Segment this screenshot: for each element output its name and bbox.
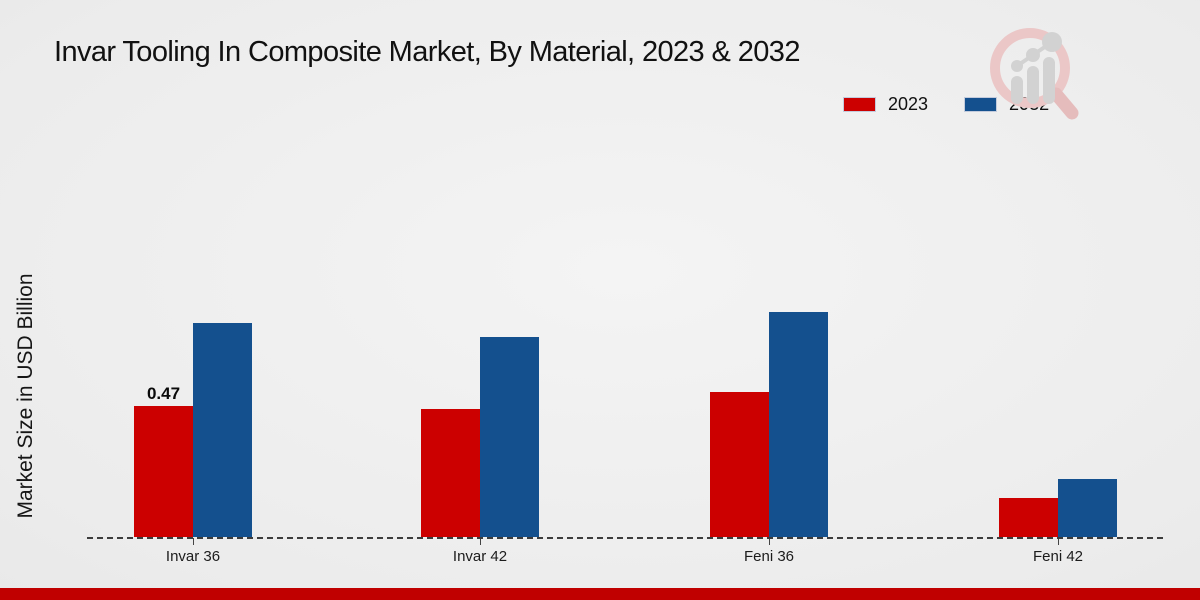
x-tick-invar-36	[193, 538, 194, 545]
x-axis-baseline	[87, 537, 1163, 539]
legend-label-2023: 2023	[888, 94, 929, 114]
bar-2032-invar-36	[193, 323, 252, 537]
legend-item-2023: 2023	[843, 94, 928, 115]
bar-2032-invar-42	[480, 337, 539, 537]
legend-swatch-2023	[843, 97, 876, 112]
bar-2023-invar-42	[421, 409, 480, 537]
footer-accent-band	[0, 588, 1200, 600]
magnifier-bar-chart-logo-icon	[990, 28, 1079, 120]
x-tick-label-invar-42: Invar 42	[452, 548, 508, 565]
bar-2032-feni-42	[1058, 479, 1117, 537]
x-tick-invar-42	[480, 538, 481, 545]
x-tick-feni-36	[769, 538, 770, 545]
bar-2023-feni-36	[710, 392, 769, 537]
x-tick-label-invar-36: Invar 36	[165, 548, 221, 565]
legend-swatch-2032	[964, 97, 998, 112]
bar-2023-invar-36	[134, 406, 193, 537]
x-tick-label-feni-42: Feni 42	[1032, 548, 1084, 565]
x-tick-feni-42	[1058, 538, 1059, 545]
bar-2023-feni-42	[999, 498, 1058, 537]
x-tick-label-feni-36: Feni 36	[743, 548, 795, 565]
bar-2032-feni-36	[769, 312, 828, 537]
bar-value-label-invar-36: 0.47	[146, 384, 181, 403]
chart-title: Invar Tooling In Composite Market, By Ma…	[54, 36, 800, 68]
